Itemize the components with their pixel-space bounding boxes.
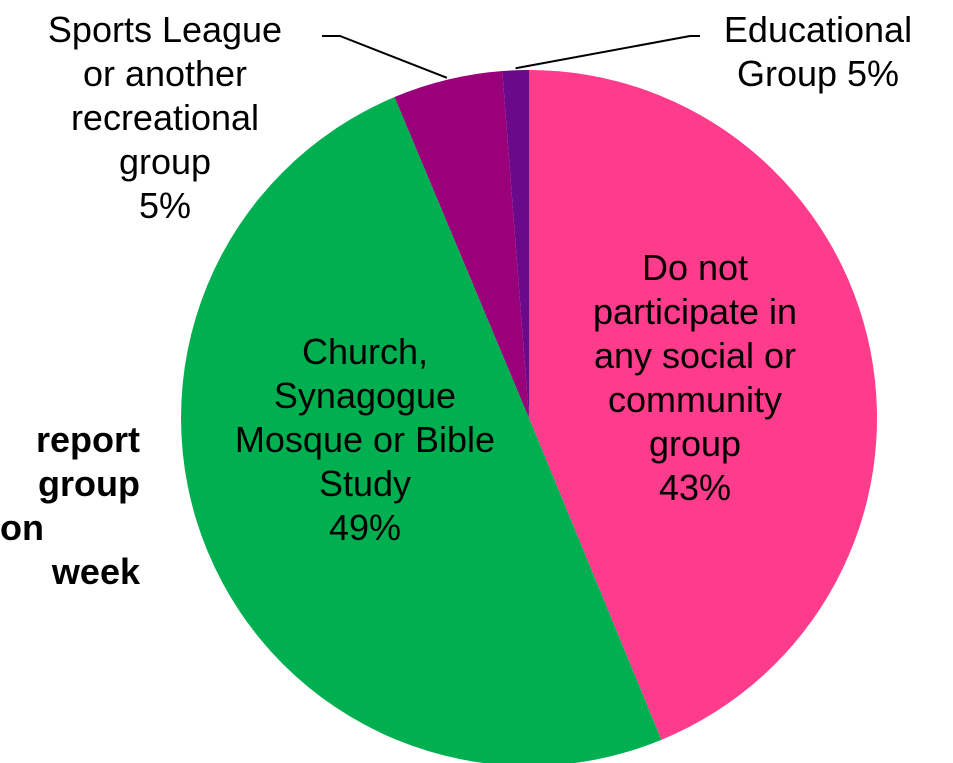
leader-line-sports-league — [322, 35, 448, 79]
side-text-line: week — [51, 551, 140, 592]
label-line: 43% — [658, 467, 732, 508]
slice-label-church: Church, Synagogue Mosque or Bible Study … — [190, 330, 540, 550]
label-line: Do not — [641, 247, 749, 288]
label-line: recreational — [70, 97, 260, 138]
slice-label-do-not-participate: Do not participate in any social or comm… — [560, 246, 830, 510]
label-line: community — [607, 379, 783, 420]
slice-church — [181, 97, 662, 763]
slice-label-sports-league: Sports League or another recreational gr… — [0, 8, 330, 228]
label-line: group — [118, 141, 212, 182]
side-text-line: on — [0, 507, 44, 548]
leader-line-educational — [515, 35, 700, 70]
label-line: Synagogue — [273, 375, 457, 416]
label-line: Study — [318, 463, 412, 504]
label-line: Educational — [723, 9, 913, 50]
slice-sports-league — [394, 71, 529, 418]
label-line: participate in — [592, 291, 798, 332]
side-text: report group on week — [0, 418, 140, 594]
slice-do-not-participate — [529, 70, 877, 740]
label-line: or another — [82, 53, 248, 94]
label-line: Mosque or Bible — [234, 419, 496, 460]
label-line: group — [648, 423, 742, 464]
label-line: Church, — [301, 331, 429, 372]
side-text-line: group — [38, 463, 140, 504]
label-line: Group 5% — [736, 53, 900, 94]
slice-educational — [502, 70, 529, 418]
label-line: 5% — [138, 185, 192, 226]
slice-label-educational: Educational Group 5% — [688, 8, 948, 96]
side-text-line: report — [35, 419, 140, 460]
label-line: 49% — [328, 507, 402, 548]
label-line: Sports League — [47, 9, 283, 50]
label-line: any social or — [593, 335, 797, 376]
